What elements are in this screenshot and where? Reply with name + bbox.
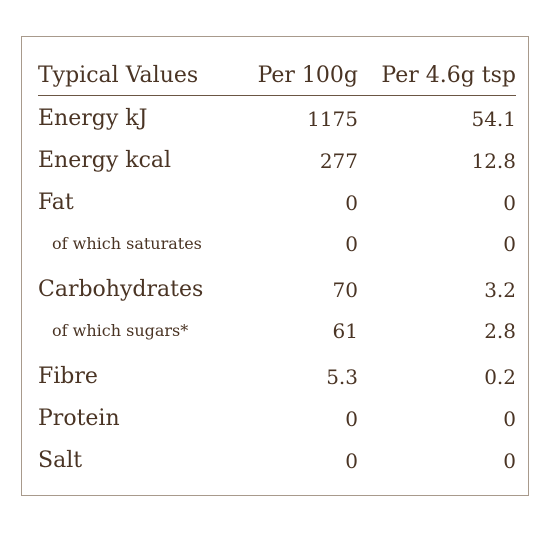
row-per-100g: 0 xyxy=(345,232,358,256)
row-per-serving: 2.8 xyxy=(484,319,516,343)
row-per-serving: 0 xyxy=(503,232,516,256)
header-divider xyxy=(38,95,516,96)
table-row: of which saturates 0 0 xyxy=(38,227,516,261)
table-row: Salt 0 0 xyxy=(38,444,516,478)
row-label: Protein xyxy=(38,406,120,431)
row-label: Fibre xyxy=(38,364,98,389)
table-row: Carbohydrates 70 3.2 xyxy=(38,273,516,307)
row-per-100g: 5.3 xyxy=(326,365,358,389)
row-label: Fat xyxy=(38,190,74,215)
row-per-serving: 12.8 xyxy=(471,149,516,173)
row-per-serving: 0.2 xyxy=(484,365,516,389)
header-per-serving: Per 4.6g tsp xyxy=(381,63,516,88)
row-per-100g: 61 xyxy=(332,319,358,343)
row-per-serving: 0 xyxy=(503,407,516,431)
row-per-100g: 1175 xyxy=(307,107,358,131)
row-per-100g: 0 xyxy=(345,407,358,431)
row-label-sub: of which sugars* xyxy=(52,321,189,340)
header-per-100g: Per 100g xyxy=(257,63,358,88)
row-label: Carbohydrates xyxy=(38,277,204,302)
row-label: Salt xyxy=(38,448,83,473)
row-per-100g: 70 xyxy=(332,278,358,302)
table-header-row: Typical Values Per 100g Per 4.6g tsp xyxy=(38,59,516,93)
row-label: Energy kcal xyxy=(38,148,172,173)
row-per-serving: 54.1 xyxy=(471,107,516,131)
table-row: of which sugars* 61 2.8 xyxy=(38,314,516,348)
row-per-serving: 0 xyxy=(503,191,516,215)
row-label: Energy kJ xyxy=(38,106,148,131)
row-per-100g: 277 xyxy=(319,149,358,173)
table-row: Fat 0 0 xyxy=(38,186,516,220)
table-row: Fibre 5.3 0.2 xyxy=(38,360,516,394)
table-row: Energy kcal 277 12.8 xyxy=(38,144,516,178)
table-row: Protein 0 0 xyxy=(38,402,516,436)
row-per-100g: 0 xyxy=(345,191,358,215)
row-per-100g: 0 xyxy=(345,449,358,473)
row-per-serving: 3.2 xyxy=(484,278,516,302)
nutrition-table: Typical Values Per 100g Per 4.6g tsp Ene… xyxy=(21,36,529,496)
row-label-sub: of which saturates xyxy=(52,234,202,253)
table-row: Energy kJ 1175 54.1 xyxy=(38,102,516,136)
row-per-serving: 0 xyxy=(503,449,516,473)
header-typical-values: Typical Values xyxy=(38,63,199,88)
